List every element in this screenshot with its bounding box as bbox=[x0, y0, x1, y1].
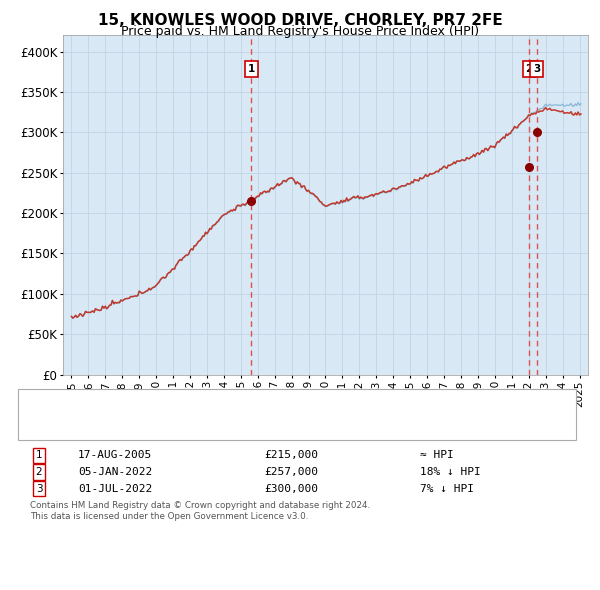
Text: 18% ↓ HPI: 18% ↓ HPI bbox=[420, 467, 481, 477]
Text: 2: 2 bbox=[35, 467, 43, 477]
Text: 1: 1 bbox=[35, 451, 43, 460]
Text: £215,000: £215,000 bbox=[264, 451, 318, 460]
Text: Contains HM Land Registry data © Crown copyright and database right 2024.: Contains HM Land Registry data © Crown c… bbox=[30, 501, 370, 510]
Text: £257,000: £257,000 bbox=[264, 467, 318, 477]
Text: 15, KNOWLES WOOD DRIVE, CHORLEY, PR7 2FE: 15, KNOWLES WOOD DRIVE, CHORLEY, PR7 2FE bbox=[98, 13, 502, 28]
Text: 2: 2 bbox=[526, 64, 533, 74]
Text: 7% ↓ HPI: 7% ↓ HPI bbox=[420, 484, 474, 493]
Text: ≈ HPI: ≈ HPI bbox=[420, 451, 454, 460]
Text: 1: 1 bbox=[248, 64, 255, 74]
Text: This data is licensed under the Open Government Licence v3.0.: This data is licensed under the Open Gov… bbox=[30, 512, 308, 521]
Text: Price paid vs. HM Land Registry's House Price Index (HPI): Price paid vs. HM Land Registry's House … bbox=[121, 25, 479, 38]
Text: 3: 3 bbox=[35, 484, 43, 493]
Text: 15, KNOWLES WOOD DRIVE, CHORLEY, PR7 2FE (detached house): 15, KNOWLES WOOD DRIVE, CHORLEY, PR7 2FE… bbox=[81, 408, 443, 418]
Text: 3: 3 bbox=[533, 64, 541, 74]
Text: 01-JUL-2022: 01-JUL-2022 bbox=[78, 484, 152, 493]
Text: 17-AUG-2005: 17-AUG-2005 bbox=[78, 451, 152, 460]
Text: 05-JAN-2022: 05-JAN-2022 bbox=[78, 467, 152, 477]
Text: £300,000: £300,000 bbox=[264, 484, 318, 493]
Text: HPI: Average price, detached house, Chorley: HPI: Average price, detached house, Chor… bbox=[81, 424, 325, 434]
